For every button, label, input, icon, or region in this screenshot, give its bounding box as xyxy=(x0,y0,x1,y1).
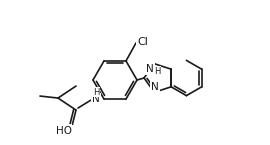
Text: N: N xyxy=(151,82,159,92)
Text: Cl: Cl xyxy=(137,37,149,47)
Text: O: O xyxy=(63,125,71,135)
Text: N: N xyxy=(92,94,100,104)
Text: HO: HO xyxy=(56,126,72,136)
Text: H: H xyxy=(93,88,99,97)
Text: H: H xyxy=(154,67,161,76)
Text: N: N xyxy=(147,64,154,74)
